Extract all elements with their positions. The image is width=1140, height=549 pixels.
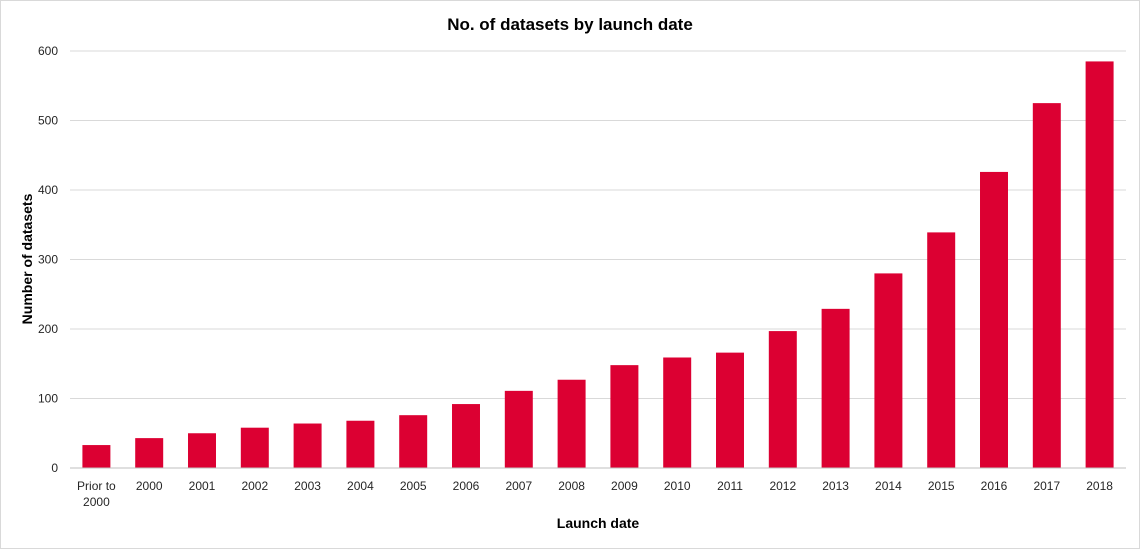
- x-tick-label: 2015: [928, 479, 955, 493]
- gridlines: [70, 50, 1126, 399]
- y-tick-label: 0: [51, 461, 58, 475]
- bar: [240, 427, 269, 468]
- bar: [821, 308, 850, 468]
- bar: [716, 352, 744, 468]
- y-tick-label: 300: [38, 253, 58, 267]
- bar: [135, 438, 164, 468]
- x-tick-label: 2004: [347, 479, 374, 493]
- bar: [927, 232, 956, 468]
- bar: [82, 445, 111, 468]
- x-tick-label: 2016: [981, 479, 1008, 493]
- bar: [610, 365, 639, 468]
- x-tick-label: 2018: [1086, 479, 1113, 493]
- x-tick-label: 2010: [664, 479, 691, 493]
- x-tick-label: 2014: [875, 479, 902, 493]
- y-axis-title: Number of datasets: [19, 193, 35, 324]
- y-tick-label: 100: [38, 392, 58, 406]
- x-axis-title: Launch date: [557, 515, 640, 531]
- bar: [663, 357, 692, 468]
- x-tick-label: 2017: [1033, 479, 1060, 493]
- x-tick-label: 2009: [611, 479, 638, 493]
- bar: [188, 433, 216, 468]
- x-tick-label: 2003: [294, 479, 321, 493]
- bar: [874, 273, 903, 468]
- x-tick-label: 2000: [136, 479, 163, 493]
- bar: [768, 331, 797, 468]
- x-axis-ticks: Prior to 2000 2000 2001 2002 2003 2004 2005 2006…: [77, 479, 1113, 509]
- x-tick-label: 2008: [558, 479, 585, 493]
- x-tick-label: 2002: [241, 479, 268, 493]
- bar: [980, 171, 1008, 468]
- bar: [1032, 103, 1061, 468]
- x-tick-label: 2005: [400, 479, 427, 493]
- x-tick-label: 2007: [505, 479, 532, 493]
- x-tick-label: 2012: [769, 479, 796, 493]
- bar: [452, 404, 480, 468]
- bar: [504, 390, 533, 468]
- y-axis-ticks: 0 100 200 300 400 500 600: [38, 44, 58, 475]
- y-tick-label: 200: [38, 322, 58, 336]
- chart-title: No. of datasets by launch date: [447, 15, 693, 34]
- bar: [557, 379, 586, 468]
- bar: [346, 420, 375, 468]
- bar: [399, 415, 428, 468]
- x-tick-label: 2001: [189, 479, 216, 493]
- bar: [293, 423, 322, 468]
- x-tick-label: 2013: [822, 479, 849, 493]
- y-tick-label: 500: [38, 114, 58, 128]
- y-tick-label: 400: [38, 183, 58, 197]
- bars: [82, 61, 1114, 469]
- x-tick-label: 2011: [717, 479, 743, 493]
- y-tick-label: 600: [38, 44, 58, 58]
- x-tick-label: 2006: [453, 479, 480, 493]
- x-tick-label: Prior to 2000: [77, 479, 116, 509]
- bar: [1085, 61, 1114, 469]
